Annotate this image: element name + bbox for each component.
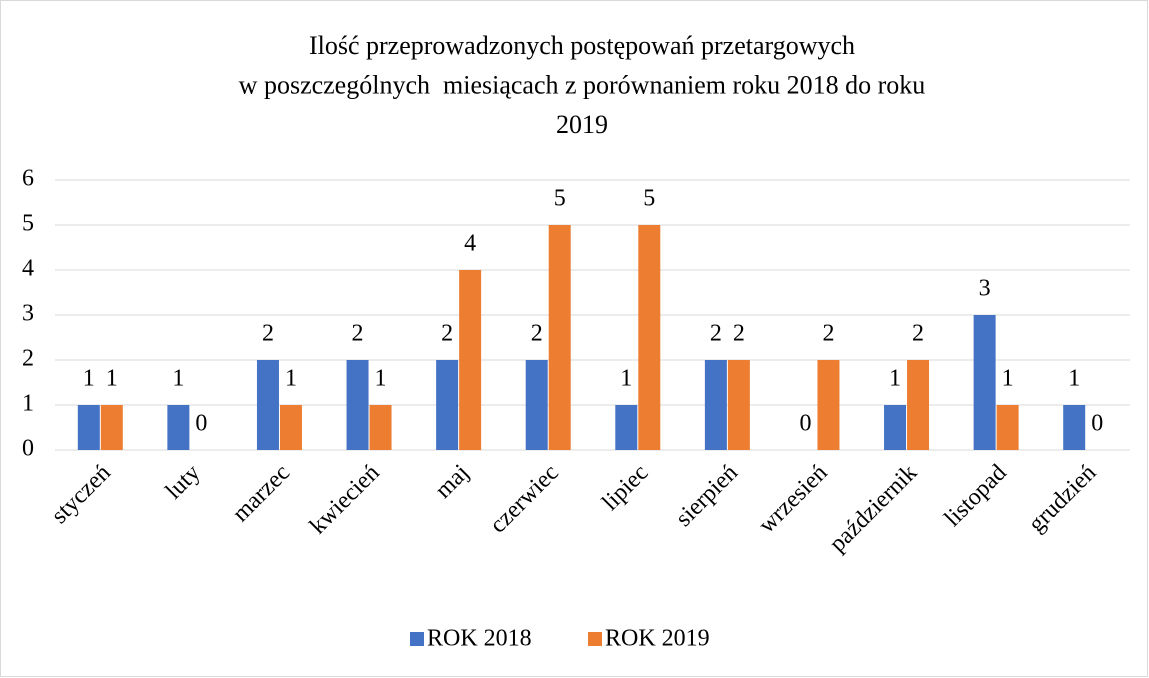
data-label: 2 — [352, 321, 364, 347]
data-label: 1 — [285, 366, 297, 392]
bar — [973, 315, 996, 450]
bar — [346, 360, 369, 450]
y-tick-label: 4 — [22, 256, 34, 282]
data-label: 1 — [1002, 366, 1014, 392]
bar — [459, 270, 482, 450]
data-label: 1 — [83, 366, 95, 392]
bar — [256, 360, 279, 450]
y-tick-label: 5 — [22, 211, 34, 237]
data-label: 2 — [441, 321, 453, 347]
bar — [1063, 405, 1086, 450]
legend-swatch — [410, 632, 424, 646]
bar — [638, 225, 661, 450]
bar — [436, 360, 459, 450]
y-tick-label: 1 — [22, 391, 34, 417]
chart-title: w poszczególnych miesiącach z porównanie… — [239, 70, 926, 99]
bar — [167, 405, 190, 450]
bar — [817, 360, 840, 450]
bar — [77, 405, 100, 450]
y-tick-label: 0 — [22, 436, 34, 462]
y-tick-label: 6 — [22, 166, 34, 192]
data-label: 0 — [195, 411, 207, 437]
bar — [704, 360, 727, 450]
legend-label: ROK 2018 — [427, 626, 532, 652]
bar — [884, 405, 907, 450]
chart-title: Ilość przeprowadzonych postępowań przeta… — [309, 31, 855, 60]
data-label: 4 — [464, 231, 476, 257]
bar — [996, 405, 1019, 450]
data-label: 1 — [106, 366, 118, 392]
chart-title: 2019 — [556, 110, 608, 139]
bar — [525, 360, 548, 450]
data-label: 2 — [710, 321, 722, 347]
y-tick-label: 3 — [22, 301, 34, 327]
data-label: 2 — [531, 321, 543, 347]
data-label: 2 — [912, 321, 924, 347]
bar — [369, 405, 392, 450]
data-label: 3 — [979, 276, 991, 302]
data-label: 1 — [620, 366, 632, 392]
bar — [615, 405, 638, 450]
data-label: 2 — [262, 321, 274, 347]
data-label: 2 — [822, 321, 834, 347]
bar — [548, 225, 571, 450]
legend-label: ROK 2019 — [605, 626, 710, 652]
data-label: 5 — [554, 186, 566, 212]
bar — [279, 405, 302, 450]
data-label: 1 — [889, 366, 901, 392]
bar — [100, 405, 123, 450]
bar — [907, 360, 930, 450]
data-label: 1 — [1068, 366, 1080, 392]
data-label: 0 — [1091, 411, 1103, 437]
data-label: 1 — [172, 366, 184, 392]
data-label: 5 — [643, 186, 655, 212]
data-label: 0 — [799, 411, 811, 437]
bar — [727, 360, 750, 450]
data-label: 1 — [375, 366, 387, 392]
y-tick-label: 2 — [22, 346, 34, 372]
data-label: 2 — [733, 321, 745, 347]
legend-swatch — [588, 632, 602, 646]
